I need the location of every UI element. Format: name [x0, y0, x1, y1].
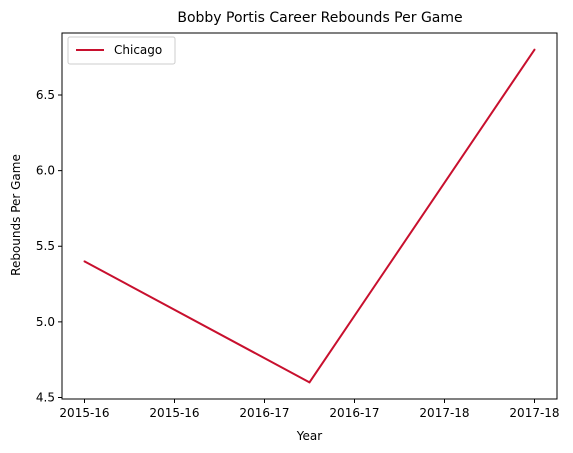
data-point — [308, 381, 311, 384]
data-point — [533, 48, 536, 51]
y-tick-label: 5.0 — [36, 315, 55, 329]
chart-title: Bobby Portis Career Rebounds Per Game — [177, 10, 462, 26]
data-point — [83, 260, 86, 263]
x-tick-label: 2016-17 — [239, 406, 289, 420]
legend-label: Chicago — [114, 43, 162, 57]
y-tick-label: 4.5 — [36, 390, 55, 404]
y-tick-label: 6.0 — [36, 164, 55, 178]
x-tick-label: 2017-18 — [509, 406, 559, 420]
plot-area: 2015-16 2015-16 2016-17 2016-17 2017-18 2017-… — [36, 32, 560, 420]
x-tick-label: 2016-17 — [329, 406, 379, 420]
x-tick-label: 2015-16 — [149, 406, 199, 420]
legend-box — [67, 36, 176, 65]
legend: Chicago — [67, 36, 176, 65]
x-tick-label: 2017-18 — [419, 406, 469, 420]
y-axis-label: Rebounds Per Game — [9, 154, 23, 276]
plot-frame — [61, 32, 558, 400]
x-axis-label: Year — [296, 429, 322, 443]
x-tick-label: 2015-16 — [59, 406, 109, 420]
y-tick-label: 5.5 — [36, 239, 55, 253]
y-tick-label: 6.5 — [36, 88, 55, 102]
